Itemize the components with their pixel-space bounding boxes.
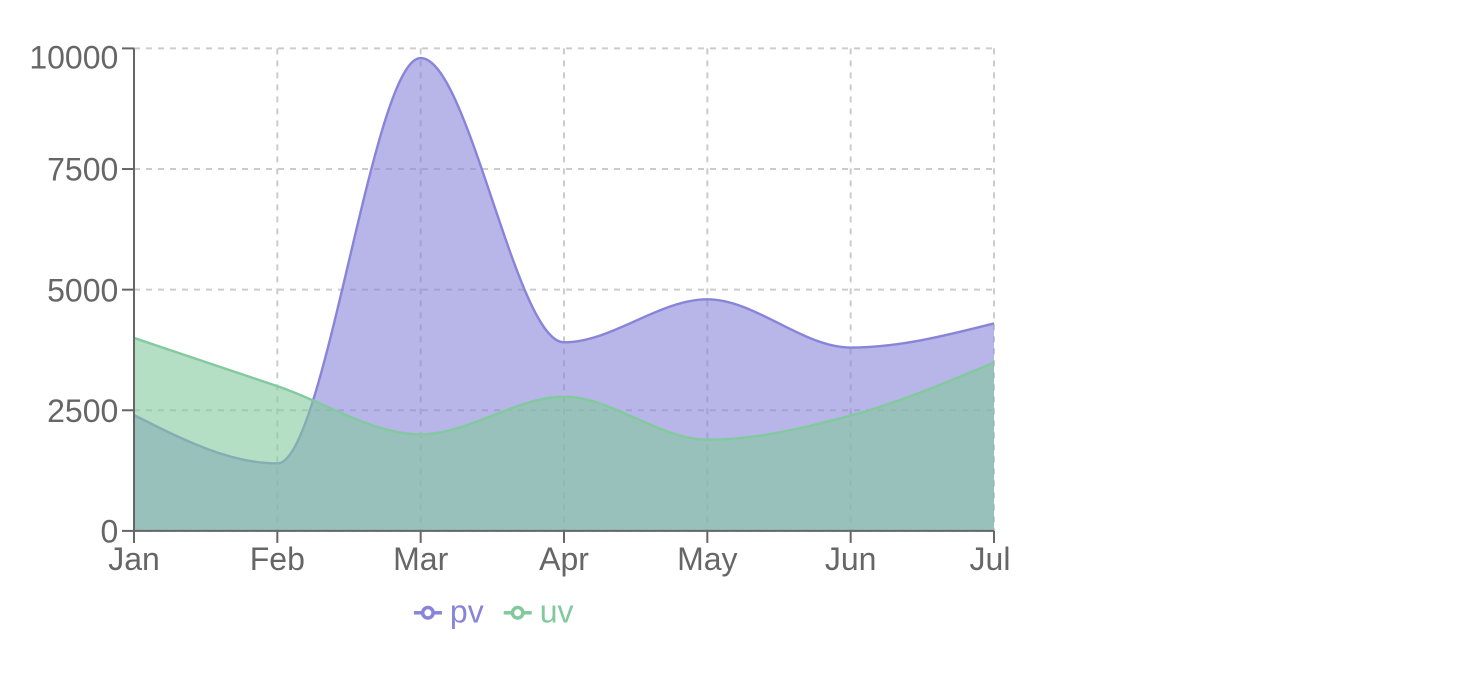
- svg-text:Feb: Feb: [250, 541, 305, 577]
- svg-text:pv: pv: [450, 594, 484, 630]
- svg-text:2500: 2500: [47, 393, 118, 429]
- svg-text:Apr: Apr: [539, 541, 589, 577]
- svg-text:0: 0: [101, 514, 119, 550]
- svg-text:Jun: Jun: [825, 541, 877, 577]
- svg-text:Jul: Jul: [970, 541, 1011, 577]
- svg-text:10000: 10000: [29, 40, 118, 76]
- svg-text:5000: 5000: [47, 272, 118, 308]
- svg-text:Mar: Mar: [393, 541, 448, 577]
- svg-text:uv: uv: [540, 594, 574, 630]
- svg-text:7500: 7500: [47, 152, 118, 188]
- svg-text:May: May: [677, 541, 737, 577]
- svg-text:Jan: Jan: [108, 541, 160, 577]
